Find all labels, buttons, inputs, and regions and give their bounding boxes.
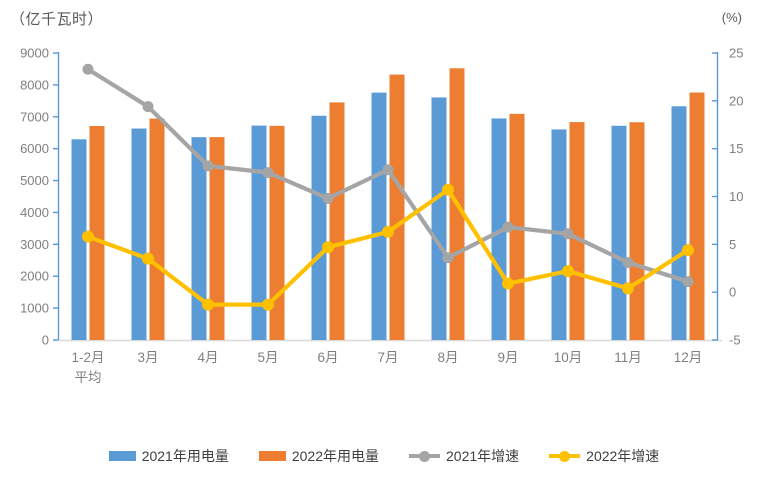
data-point-2021年增速-3月 xyxy=(142,101,154,113)
left-axis-unit-label: （亿千瓦时） xyxy=(10,11,104,28)
bar-2021年用电量-5月 xyxy=(251,125,267,341)
right-axis-tick-label: -5 xyxy=(729,333,741,348)
bar-2022年用电量-7月 xyxy=(389,74,405,341)
bar-2021年用电量-3月 xyxy=(131,128,147,340)
bar-2022年用电量-11月 xyxy=(629,122,645,340)
chart-legend: 2021年用电量 2022年用电量 2021年增速 2022年增速 xyxy=(0,446,768,466)
legend-bar-swatch-orange-icon xyxy=(258,451,286,461)
data-point-2021年增速-5月 xyxy=(262,167,274,179)
data-point-2021年增速-6月 xyxy=(322,192,334,204)
data-point-2022年增速-5月 xyxy=(262,298,274,311)
bar-2021年用电量-8月 xyxy=(431,97,447,340)
data-point-2021年增速-1-2月平均 xyxy=(82,63,94,75)
bar-2022年用电量-1-2月平均 xyxy=(89,125,105,340)
legend-item-2022-consumption[interactable]: 2022年用电量 xyxy=(258,446,379,466)
bar-2021年用电量-11月 xyxy=(611,125,627,340)
right-axis-tick-label: 5 xyxy=(729,237,736,252)
left-axis-tick-label: 3000 xyxy=(20,237,49,252)
x-axis-category-label: 3月 xyxy=(137,350,158,365)
legend-line-marker-yellow-icon xyxy=(549,450,581,463)
bar-2022年用电量-10月 xyxy=(569,122,585,340)
x-axis-category-label: 4月 xyxy=(197,350,218,365)
left-axis-tick-label: 8000 xyxy=(20,77,49,92)
x-axis-category-label: 12月 xyxy=(674,350,703,365)
legend-label: 2021年增速 xyxy=(446,448,520,464)
right-axis-tick-label: 15 xyxy=(729,141,743,156)
left-axis-tick-label: 7000 xyxy=(20,109,49,124)
data-point-2021年增速-7月 xyxy=(382,164,394,176)
x-axis-category-label: 7月 xyxy=(377,350,398,365)
data-point-2022年增速-8月 xyxy=(442,183,454,196)
x-axis-category-label: 6月 xyxy=(317,350,338,365)
data-point-2021年增速-10月 xyxy=(562,228,574,240)
data-point-2022年增速-7月 xyxy=(382,225,394,238)
bar-2022年用电量-6月 xyxy=(329,102,345,340)
left-axis-tick-label: 4000 xyxy=(20,205,49,220)
legend-label: 2022年用电量 xyxy=(291,448,379,464)
bar-2022年用电量-3月 xyxy=(149,118,165,340)
bar-2022年用电量-4月 xyxy=(209,137,225,340)
data-point-2022年增速-9月 xyxy=(502,277,514,290)
legend-item-2021-consumption[interactable]: 2021年用电量 xyxy=(108,446,229,466)
left-axis-tick-label: 9000 xyxy=(20,46,49,61)
bar-2021年用电量-1-2月平均 xyxy=(71,139,87,340)
legend-item-2022-growth[interactable]: 2022年增速 xyxy=(549,446,659,466)
bar-2022年用电量-12月 xyxy=(689,92,705,340)
legend-label: 2021年用电量 xyxy=(141,448,229,464)
x-axis-category-label: 8月 xyxy=(437,350,458,365)
data-point-2022年增速-11月 xyxy=(622,282,634,295)
data-point-2022年增速-1-2月平均 xyxy=(82,230,94,243)
x-axis-category-label: 平均 xyxy=(75,370,102,385)
data-point-2022年增速-10月 xyxy=(562,265,574,278)
bar-2021年用电量-6月 xyxy=(311,115,327,341)
left-axis-tick-label: 0 xyxy=(42,333,49,348)
legend-item-2021-growth[interactable]: 2021年增速 xyxy=(409,446,519,466)
data-point-2021年增速-9月 xyxy=(502,221,514,233)
right-axis-tick-label: 0 xyxy=(729,285,736,300)
bar-2021年用电量-7月 xyxy=(371,92,387,340)
left-axis-tick-label: 5000 xyxy=(20,173,49,188)
right-axis-tick-label: 20 xyxy=(729,93,743,108)
right-axis-unit-label: (%) xyxy=(721,10,742,25)
left-axis-tick-label: 2000 xyxy=(20,269,49,284)
bar-2021年用电量-12月 xyxy=(671,106,687,340)
left-axis-tick-label: 1000 xyxy=(20,301,49,316)
data-point-2022年增速-3月 xyxy=(142,252,154,265)
data-point-2021年增速-12月 xyxy=(682,276,694,288)
legend-line-marker-gray-icon xyxy=(409,450,440,463)
data-point-2021年增速-4月 xyxy=(202,160,214,172)
data-point-2022年增速-12月 xyxy=(682,244,694,257)
x-axis-category-label: 11月 xyxy=(614,350,642,365)
legend-bar-swatch-blue-icon xyxy=(108,451,136,461)
right-axis-tick-label: 25 xyxy=(729,46,743,61)
data-point-2021年增速-8月 xyxy=(442,252,454,264)
x-axis-category-label: 9月 xyxy=(497,350,518,365)
data-point-2022年增速-4月 xyxy=(202,298,214,311)
x-axis-category-label: 1-2月 xyxy=(71,350,104,365)
right-axis-tick-label: 10 xyxy=(729,189,743,204)
x-axis-category-label: 5月 xyxy=(257,350,278,365)
data-point-2022年增速-6月 xyxy=(322,241,334,254)
x-axis-category-label: 10月 xyxy=(554,350,583,365)
left-axis-tick-label: 6000 xyxy=(20,141,49,156)
data-point-2021年增速-11月 xyxy=(622,257,634,269)
legend-label: 2022年增速 xyxy=(586,448,660,464)
line-2021年增速 xyxy=(85,67,691,284)
bar-2021年用电量-4月 xyxy=(191,137,207,340)
